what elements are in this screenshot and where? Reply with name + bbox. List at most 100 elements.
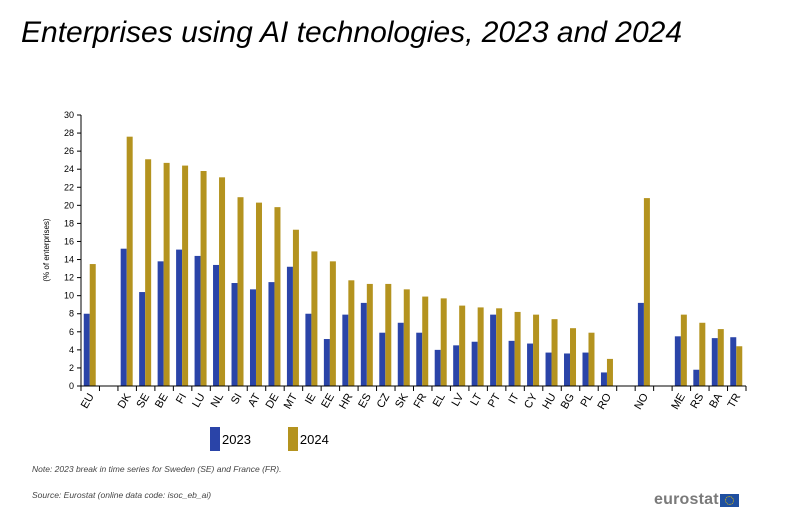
bar-2023-rs[interactable] (693, 369, 700, 386)
y-axis-label: (% of enterprises) (42, 218, 51, 281)
bar-2024-no[interactable] (643, 198, 650, 386)
bar-2023-sk[interactable] (397, 322, 404, 386)
bar-2024-cz[interactable] (385, 283, 392, 386)
bar-2024-dk[interactable] (126, 136, 133, 386)
bar-2023-hr[interactable] (342, 314, 349, 386)
bar-2023-tr[interactable] (730, 337, 737, 386)
x-tick-label-eu: EU (79, 391, 97, 410)
bar-2023-si[interactable] (231, 283, 238, 386)
bar-2024-hr[interactable] (348, 280, 355, 386)
bar-2024-at[interactable] (255, 202, 262, 386)
bar-2023-cy[interactable] (527, 343, 534, 386)
bar-2023-ie[interactable] (305, 313, 312, 386)
legend-item-2024[interactable]: 2024 (287, 427, 329, 451)
bar-2024-eu[interactable] (89, 264, 96, 386)
legend-item-2023[interactable]: 2023 (210, 427, 251, 451)
chart-source: Source: Eurostat (online data code: isoc… (32, 490, 212, 500)
bar-2024-el[interactable] (440, 298, 447, 386)
bar-2024-lt[interactable] (477, 307, 484, 386)
bar-2024-pl[interactable] (588, 332, 595, 386)
bar-2023-de[interactable] (268, 282, 275, 386)
bar-2023-no[interactable] (637, 302, 644, 386)
eurostat-logo: eurostat (654, 491, 739, 509)
bar-2023-el[interactable] (434, 349, 441, 386)
bar-2023-ee[interactable] (323, 339, 330, 386)
bar-2024-es[interactable] (366, 283, 373, 386)
x-tick-label-ee: EE (319, 392, 337, 411)
bar-2024-si[interactable] (237, 197, 244, 386)
bar-2023-be[interactable] (157, 261, 164, 386)
bar-2023-pt[interactable] (490, 314, 497, 386)
bar-2024-ee[interactable] (329, 261, 336, 386)
bar-2023-mt[interactable] (286, 266, 293, 386)
x-tick-label-tr: TR (726, 391, 744, 410)
bar-2024-cy[interactable] (533, 314, 540, 386)
bar-2024-de[interactable] (274, 207, 281, 386)
bar-2024-tr[interactable] (736, 346, 743, 386)
bar-2023-it[interactable] (508, 340, 515, 386)
x-tick-label-si: SI (229, 392, 245, 407)
x-tick-label-lt: LT (468, 391, 485, 408)
bar-2024-me[interactable] (680, 314, 687, 386)
bar-2023-pl[interactable] (582, 352, 589, 386)
bar-2023-at[interactable] (249, 289, 256, 386)
bar-2023-lv[interactable] (453, 345, 460, 386)
x-tick-label-el: EL (431, 392, 448, 410)
bar-2024-sk[interactable] (403, 289, 410, 386)
bar-2024-fr[interactable] (422, 296, 429, 386)
bar-2024-rs[interactable] (699, 322, 706, 386)
legend-swatch-2023 (210, 427, 220, 451)
bar-2024-ba[interactable] (717, 329, 724, 386)
bar-2023-eu[interactable] (83, 313, 90, 386)
bar-2023-me[interactable] (674, 336, 681, 386)
bar-2023-ba[interactable] (711, 338, 718, 386)
bar-2023-lt[interactable] (471, 341, 478, 386)
chart-note: Note: 2023 break in time series for Swed… (32, 464, 282, 474)
bar-2024-lv[interactable] (459, 305, 466, 386)
x-tick-label-hr: HR (337, 391, 355, 411)
y-tick-label: 24 (64, 164, 74, 174)
bar-2023-hu[interactable] (545, 352, 552, 386)
x-tick-label-nl: NL (209, 392, 226, 410)
y-tick-label: 20 (64, 200, 74, 210)
bar-2024-it[interactable] (514, 311, 521, 386)
x-tick-label-se: SE (135, 392, 153, 411)
bar-2024-be[interactable] (163, 162, 170, 386)
bar-2023-nl[interactable] (213, 264, 220, 386)
bar-2024-pt[interactable] (496, 308, 503, 386)
bar-2023-fi[interactable] (176, 249, 183, 386)
bar-2023-dk[interactable] (120, 248, 127, 386)
bar-2024-fi[interactable] (182, 165, 189, 386)
x-tick-label-es: ES (356, 392, 374, 411)
bar-2024-hu[interactable] (551, 319, 558, 386)
x-tick-label-cz: CZ (375, 391, 393, 410)
bar-2024-nl[interactable] (219, 177, 226, 386)
x-tick-label-cy: CY (522, 391, 540, 411)
y-tick-label: 30 (64, 110, 74, 120)
bar-2024-mt[interactable] (292, 229, 299, 386)
x-tick-label-ie: IE (303, 392, 319, 407)
y-tick-label: 0 (69, 381, 74, 391)
x-tick-label-it: IT (506, 391, 521, 406)
chart-title: Enterprises using AI technologies, 2023 … (21, 16, 683, 49)
bar-2023-se[interactable] (139, 292, 146, 386)
bar-2024-lu[interactable] (200, 171, 207, 386)
x-tick-label-de: DE (264, 392, 282, 411)
y-tick-label: 18 (64, 218, 74, 228)
bar-2023-es[interactable] (360, 302, 367, 386)
bar-2023-cz[interactable] (379, 332, 386, 386)
bar-2024-ro[interactable] (606, 358, 613, 386)
bar-2023-ro[interactable] (600, 372, 607, 386)
bar-2023-fr[interactable] (416, 332, 423, 386)
x-tick-label-pt: PT (486, 391, 504, 409)
bar-2023-lu[interactable] (194, 255, 201, 386)
bar-2023-bg[interactable] (564, 353, 571, 386)
y-tick-label: 8 (69, 309, 74, 319)
bar-2024-ie[interactable] (311, 251, 318, 386)
x-tick-label-ro: RO (595, 391, 614, 412)
bar-2024-se[interactable] (145, 159, 152, 386)
bar-2024-bg[interactable] (570, 328, 577, 386)
x-tick-label-lv: LV (450, 391, 467, 409)
x-tick-label-at: AT (246, 391, 263, 409)
y-tick-label: 6 (69, 327, 74, 337)
